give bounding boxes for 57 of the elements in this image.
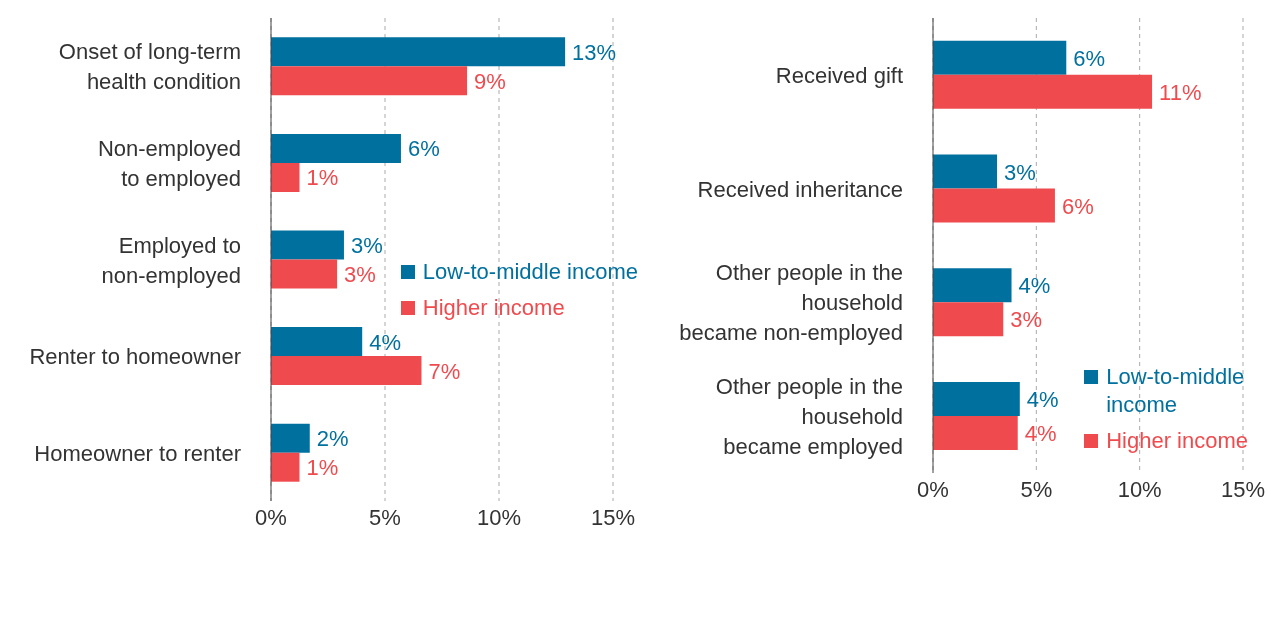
bar — [933, 382, 1020, 416]
bar — [271, 356, 422, 386]
data-label: 3% — [350, 233, 383, 259]
legend-label: Higher income — [422, 294, 565, 322]
y-tick-label: Employed to non-employed — [101, 232, 241, 288]
y-tick-label: Renter to homeowner — [29, 344, 241, 370]
y-tick-label: Other people in the household became non-employed — [679, 260, 903, 346]
data-label: 2% — [316, 426, 349, 452]
data-label: 4% — [1024, 421, 1057, 446]
data-label: 6% — [407, 136, 440, 162]
bar — [933, 40, 1067, 75]
bar — [271, 423, 310, 453]
bar — [271, 162, 300, 192]
legend-label: Higher income — [1106, 427, 1248, 455]
x-tick-label: 15% — [590, 504, 636, 530]
bar — [271, 37, 566, 67]
x-tick-label: 5% — [369, 504, 401, 530]
bar — [933, 302, 1004, 337]
data-label: 3% — [344, 262, 376, 288]
bar — [933, 74, 1153, 109]
bar — [271, 259, 338, 289]
bar — [933, 154, 998, 189]
bar — [271, 230, 344, 260]
x-tick-label: 0% — [917, 476, 949, 502]
bar — [933, 188, 1055, 223]
data-label: 6% — [1061, 193, 1094, 219]
y-tick-label: Onset of long-term health condition — [58, 39, 241, 95]
data-label: 13% — [572, 39, 617, 65]
data-label: 3% — [1004, 159, 1036, 185]
y-tick-label: Non-employed to employed — [97, 135, 241, 191]
x-tick-label: 10% — [476, 504, 522, 530]
data-label: 9% — [474, 68, 506, 94]
x-tick-label: 10% — [1117, 476, 1162, 502]
bar — [271, 452, 300, 482]
bar — [271, 66, 468, 96]
data-label: 4% — [1018, 273, 1051, 299]
data-label: 3% — [1010, 307, 1043, 333]
bar — [271, 133, 401, 163]
data-label: 7% — [428, 358, 461, 384]
x-tick-label: 15% — [1220, 476, 1266, 502]
data-label: 11% — [1159, 79, 1202, 105]
data-label: 1% — [306, 165, 339, 191]
y-tick-label: Received gift — [775, 62, 903, 88]
y-tick-label: Received inheritance — [697, 176, 903, 202]
data-label: 4% — [369, 329, 401, 355]
bar — [933, 416, 1018, 450]
y-tick-label: Homeowner to renter — [34, 440, 241, 466]
x-tick-label: 5% — [1020, 476, 1053, 502]
bar — [271, 327, 363, 357]
legend-label: Low-to-middle income — [1106, 363, 1245, 419]
y-tick-label: Other people in the household became employed — [715, 374, 903, 460]
data-label: 4% — [1026, 387, 1059, 412]
data-label: 1% — [306, 455, 339, 481]
data-label: 6% — [1073, 45, 1106, 71]
x-tick-label: 0% — [255, 504, 287, 530]
bar — [933, 268, 1012, 303]
legend-label: Low-to-middle income — [422, 258, 638, 286]
